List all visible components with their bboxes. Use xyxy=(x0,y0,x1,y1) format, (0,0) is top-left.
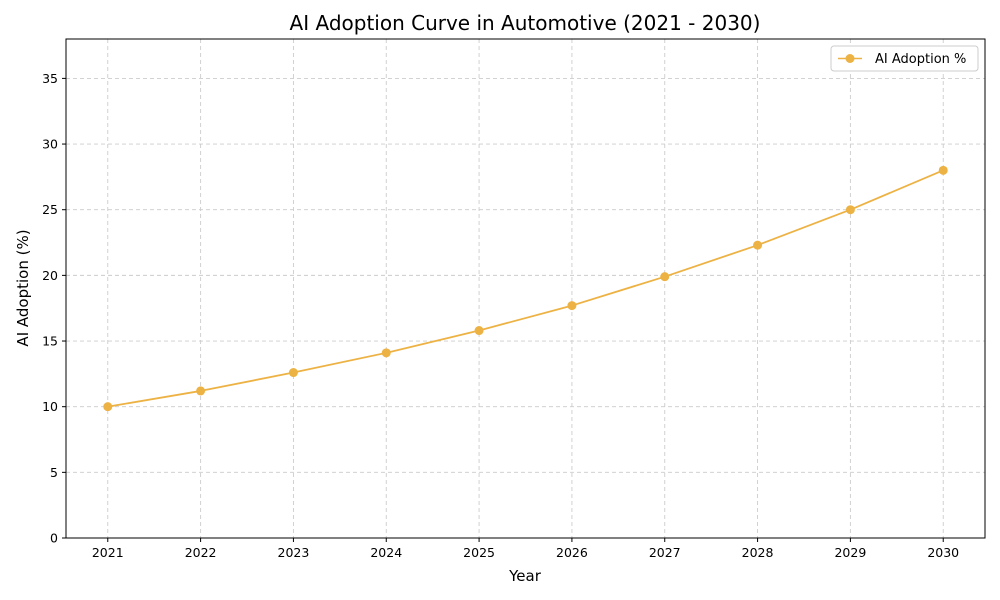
legend: AI Adoption % xyxy=(830,45,979,72)
x-axis-label: Year xyxy=(508,567,542,585)
legend-marker-swatch xyxy=(845,54,855,63)
x-tick-label: 2023 xyxy=(278,545,310,560)
x-tick-label: 2025 xyxy=(463,545,495,560)
data-point xyxy=(753,240,763,250)
data-point xyxy=(567,301,577,311)
legend-box xyxy=(830,45,979,72)
x-tick-label: 2028 xyxy=(742,545,774,560)
series-line xyxy=(107,169,944,408)
y-axis-label: AI Adoption (%) xyxy=(14,229,32,346)
x-tick-label: 2029 xyxy=(834,545,866,560)
y-tick-label: 0 xyxy=(50,531,58,546)
series-layer xyxy=(103,165,948,412)
data-point xyxy=(474,326,484,336)
y-tick-label: 25 xyxy=(42,202,58,217)
y-tick-label: 20 xyxy=(42,268,58,283)
y-tick-label: 15 xyxy=(42,334,58,349)
chart-title: AI Adoption Curve in Automotive (2021 - … xyxy=(290,11,761,35)
y-tick-label: 30 xyxy=(42,137,58,152)
y-tick-label: 10 xyxy=(42,399,58,414)
x-tick-label: 2021 xyxy=(92,545,124,560)
x-tick-label: 2022 xyxy=(185,545,217,560)
x-tick-label: 2026 xyxy=(556,545,588,560)
x-tick-label: 2027 xyxy=(649,545,681,560)
data-point xyxy=(381,348,391,358)
x-tick-label: 2030 xyxy=(927,545,959,560)
data-point xyxy=(845,205,855,215)
plot-frame xyxy=(65,38,986,539)
data-point xyxy=(938,165,948,175)
grid-layer xyxy=(66,39,985,538)
y-tick-label: 35 xyxy=(42,71,58,86)
data-point xyxy=(288,368,298,378)
legend-label: AI Adoption % xyxy=(875,52,966,67)
y-tick-label: 5 xyxy=(50,465,58,480)
data-point xyxy=(660,272,670,282)
data-point xyxy=(196,386,206,396)
x-tick-label: 2024 xyxy=(370,545,402,560)
data-point xyxy=(103,402,113,412)
